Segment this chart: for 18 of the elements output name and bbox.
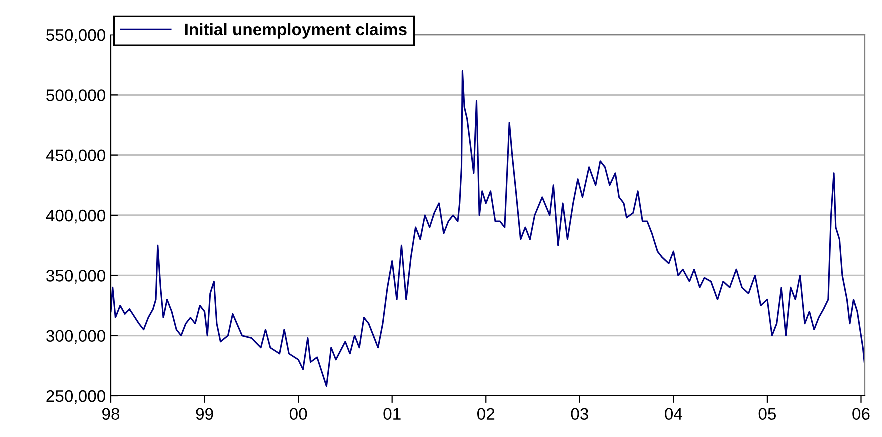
x-tick-label: 02 (478, 408, 495, 420)
y-tick-label: 500,000 (46, 90, 106, 104)
line-series (111, 70, 865, 388)
x-tick-label: 01 (384, 408, 401, 420)
x-tick-label: 98 (102, 408, 120, 420)
x-tick-label: 99 (196, 408, 214, 420)
x-tick-label: 03 (571, 408, 588, 420)
x-tick-label: 00 (290, 408, 308, 420)
legend-label: Initial unemployment claims (185, 23, 407, 39)
y-tick-label: 250,000 (46, 390, 106, 404)
x-tick-label: 06 (852, 408, 870, 420)
y-tick-label: 450,000 (46, 150, 106, 164)
y-tick-label: 550,000 (46, 29, 106, 44)
y-tick-label: 350,000 (46, 270, 106, 284)
y-tick-label: 300,000 (46, 330, 106, 344)
x-tick-label: 05 (758, 408, 776, 420)
y-tick-label: 400,000 (46, 210, 106, 224)
x-tick-label: 04 (665, 408, 682, 420)
